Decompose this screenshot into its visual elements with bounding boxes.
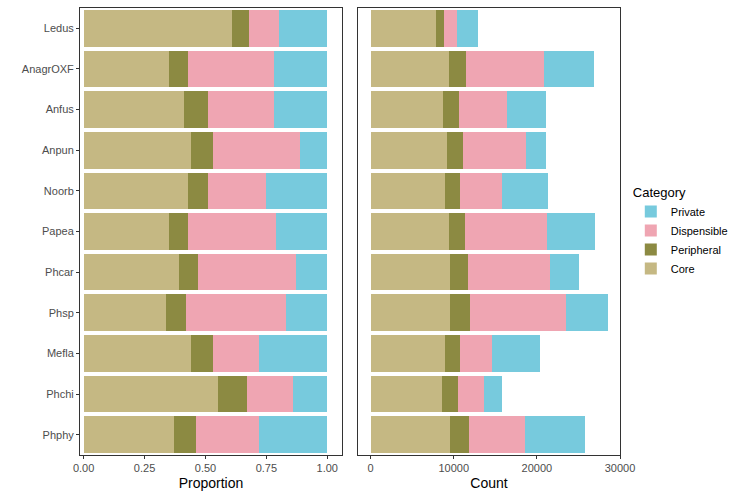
svg-text:10000: 10000 xyxy=(438,462,469,474)
svg-text:30000: 30000 xyxy=(605,462,636,474)
svg-text:Proportion: Proportion xyxy=(179,475,244,491)
svg-text:AnagrOXF: AnagrOXF xyxy=(22,63,74,75)
svg-text:Phchi: Phchi xyxy=(46,388,74,400)
svg-text:0.00: 0.00 xyxy=(73,462,94,474)
svg-text:0.50: 0.50 xyxy=(195,462,216,474)
svg-text:0.75: 0.75 xyxy=(256,462,277,474)
svg-text:Core: Core xyxy=(671,263,695,275)
svg-text:Category: Category xyxy=(633,185,686,200)
svg-text:Count: Count xyxy=(470,475,507,491)
svg-text:Dispensible: Dispensible xyxy=(671,225,728,237)
svg-text:Noorb: Noorb xyxy=(44,185,74,197)
svg-text:Phphy: Phphy xyxy=(43,429,75,441)
svg-text:20000: 20000 xyxy=(522,462,553,474)
svg-text:Ledus: Ledus xyxy=(44,22,74,34)
svg-text:0: 0 xyxy=(368,462,374,474)
svg-text:Anfus: Anfus xyxy=(46,103,75,115)
svg-text:Private: Private xyxy=(671,206,705,218)
svg-text:0.25: 0.25 xyxy=(134,462,155,474)
svg-text:Phcar: Phcar xyxy=(45,266,74,278)
svg-text:1.00: 1.00 xyxy=(317,462,338,474)
svg-text:Peripheral: Peripheral xyxy=(671,244,721,256)
svg-text:Mefla: Mefla xyxy=(47,347,75,359)
svg-text:Papea: Papea xyxy=(42,225,75,237)
svg-text:Phsp: Phsp xyxy=(49,307,74,319)
svg-text:Anpun: Anpun xyxy=(42,144,74,156)
